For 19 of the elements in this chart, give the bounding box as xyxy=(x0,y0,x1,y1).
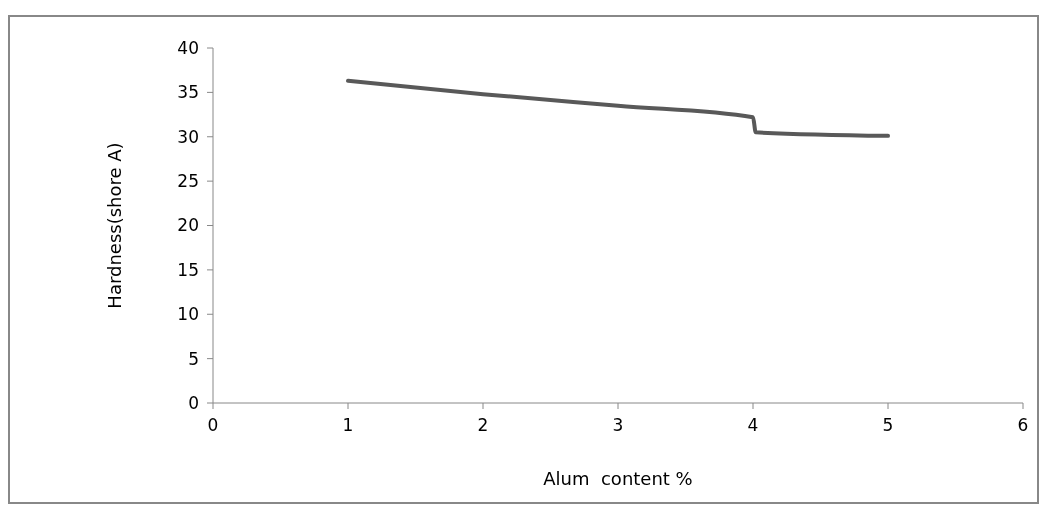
y-tick-label: 20 xyxy=(177,215,199,236)
x-tick-label: 6 xyxy=(1017,415,1029,435)
x-tick-label: 3 xyxy=(612,415,624,435)
y-tick-label: 5 xyxy=(188,348,199,369)
x-tick-label: 2 xyxy=(477,415,489,435)
y-tick-label: 35 xyxy=(177,82,199,103)
y-tick-label: 10 xyxy=(177,304,199,325)
y-axis-title: Hardness(shore A) xyxy=(104,142,125,309)
x-tick-label: 4 xyxy=(747,415,759,435)
y-tick-label: 25 xyxy=(177,171,199,192)
y-tick-label: 15 xyxy=(177,259,199,280)
x-tick-label: 0 xyxy=(207,415,219,435)
x-axis-title: Alum content % xyxy=(543,468,693,489)
line-series xyxy=(346,78,890,138)
y-tick-label: 30 xyxy=(177,126,199,147)
y-tick-label: 0 xyxy=(188,392,199,413)
y-tick-label: 40 xyxy=(177,37,199,58)
x-tick-label: 1 xyxy=(342,415,354,435)
x-tick-label: 5 xyxy=(882,415,894,435)
